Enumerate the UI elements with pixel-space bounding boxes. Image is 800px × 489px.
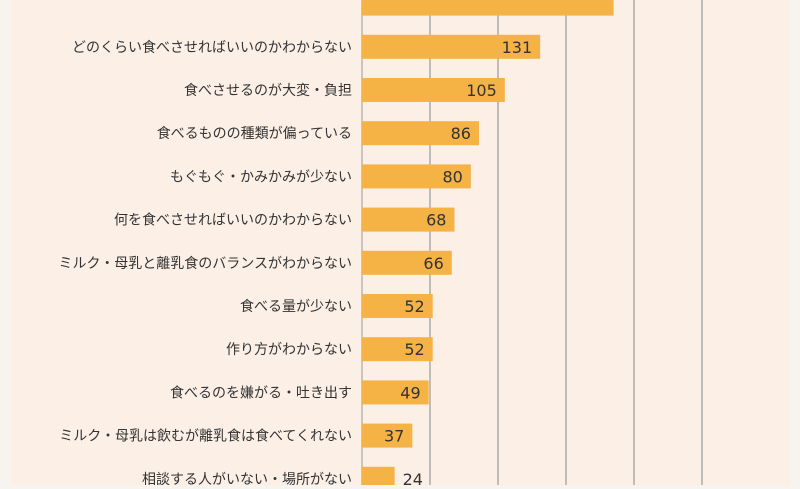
- bar: [362, 294, 433, 318]
- category-label: 食べるものの種類が偏っている: [157, 125, 352, 142]
- bar: [362, 0, 614, 16]
- bar: [362, 207, 455, 232]
- category-label: 相談する人がいない・場所がない: [142, 472, 352, 485]
- category-label: もぐもぐ・かみかみが少ない: [170, 169, 352, 185]
- data-label: 37: [384, 427, 404, 446]
- data-label: 52: [404, 297, 424, 316]
- category-label: 食べるのを嫌がる・吐き出す: [170, 384, 352, 401]
- data-label: 105: [466, 81, 497, 100]
- category-label: ミルク・母乳と離乳食のバランスがわからない: [59, 255, 352, 272]
- category-label: 食べる量が少ない: [240, 298, 352, 315]
- bar: [362, 78, 505, 102]
- bar: [362, 466, 395, 489]
- bar: [362, 121, 479, 146]
- data-label: 49: [400, 383, 420, 402]
- data-label: 86: [451, 124, 471, 143]
- category-label: 作り方がわからない: [226, 342, 352, 358]
- data-label: 68: [426, 211, 446, 230]
- bar: [362, 423, 413, 448]
- data-label: 80: [442, 167, 462, 186]
- data-label: 131: [502, 38, 533, 57]
- plot-area: [12, 0, 790, 485]
- category-label: 食べさせるのが大変・負担: [184, 82, 352, 99]
- bar: [362, 380, 429, 405]
- data-label: 24: [403, 470, 423, 485]
- data-label: 52: [404, 340, 424, 359]
- bar: [362, 337, 433, 362]
- data-label: 66: [423, 254, 443, 273]
- bar: [362, 250, 452, 275]
- category-label: どのくらい食べさせればいいのかわからない: [72, 39, 352, 56]
- category-label: 何を食べさせればいいのかわからない: [114, 212, 352, 229]
- category-label: ミルク・母乳は飲むが離乳食は食べてくれない: [59, 428, 352, 445]
- bar: [362, 164, 471, 189]
- bar: [362, 34, 541, 59]
